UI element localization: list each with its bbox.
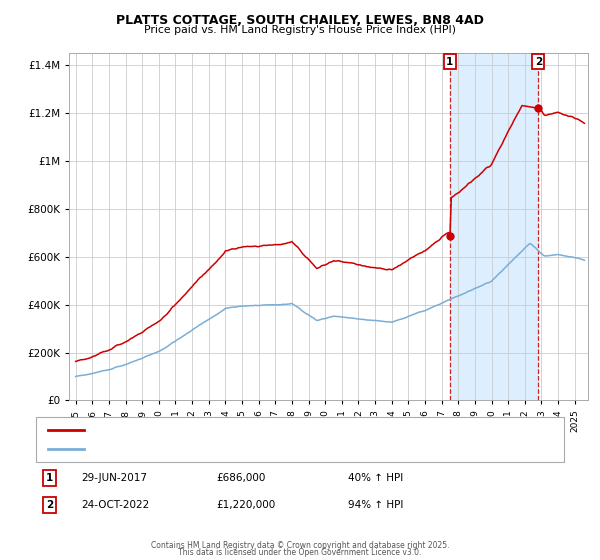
- Text: 1: 1: [446, 57, 454, 67]
- Text: Price paid vs. HM Land Registry's House Price Index (HPI): Price paid vs. HM Land Registry's House …: [144, 25, 456, 35]
- Text: 40% ↑ HPI: 40% ↑ HPI: [348, 473, 403, 483]
- Text: PLATTS COTTAGE, SOUTH CHAILEY, LEWES, BN8 4AD (detached house): PLATTS COTTAGE, SOUTH CHAILEY, LEWES, BN…: [93, 425, 430, 434]
- Text: 2: 2: [46, 500, 53, 510]
- Text: This data is licensed under the Open Government Licence v3.0.: This data is licensed under the Open Gov…: [178, 548, 422, 557]
- Text: HPI: Average price, detached house, Lewes: HPI: Average price, detached house, Lewe…: [93, 445, 299, 454]
- Text: Contains HM Land Registry data © Crown copyright and database right 2025.: Contains HM Land Registry data © Crown c…: [151, 541, 449, 550]
- Text: PLATTS COTTAGE, SOUTH CHAILEY, LEWES, BN8 4AD: PLATTS COTTAGE, SOUTH CHAILEY, LEWES, BN…: [116, 14, 484, 27]
- Text: £1,220,000: £1,220,000: [216, 500, 275, 510]
- Text: 29-JUN-2017: 29-JUN-2017: [81, 473, 147, 483]
- Text: 1: 1: [46, 473, 53, 483]
- Bar: [450, 53, 538, 400]
- Text: 2: 2: [535, 57, 542, 67]
- Text: 24-OCT-2022: 24-OCT-2022: [81, 500, 149, 510]
- Text: £686,000: £686,000: [216, 473, 265, 483]
- Text: 94% ↑ HPI: 94% ↑ HPI: [348, 500, 403, 510]
